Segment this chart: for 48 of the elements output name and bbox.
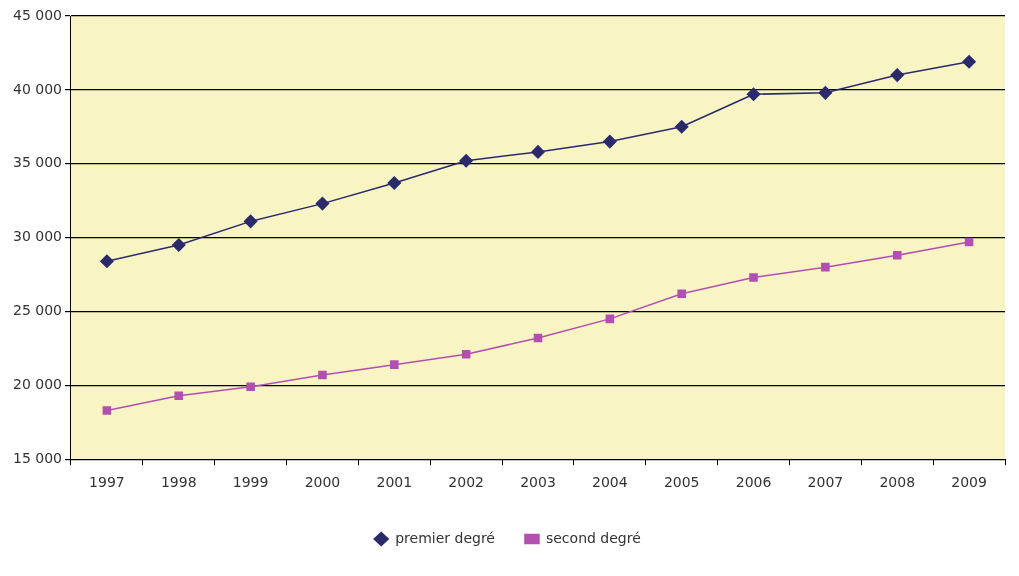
y-tick-label: 40 000 <box>12 80 62 97</box>
x-tick-label: 1998 <box>160 474 197 491</box>
point <box>243 214 258 229</box>
x-tick-label: 2009 <box>951 474 987 491</box>
point <box>531 145 545 159</box>
x-tick-label: 2005 <box>663 474 700 491</box>
point <box>533 333 543 343</box>
x-tick-label: 2006 <box>735 474 772 491</box>
point <box>605 314 615 324</box>
y-tick-label: 25 000 <box>12 302 62 319</box>
point <box>746 87 761 102</box>
point <box>102 406 112 415</box>
y-tick-label: 20 000 <box>12 375 62 392</box>
point <box>100 254 114 268</box>
point <box>677 289 686 299</box>
legend-label: premier degré <box>395 529 495 546</box>
x-tick-label: 2000 <box>304 474 341 491</box>
point <box>172 238 186 252</box>
x-tick-label: 2004 <box>592 474 628 491</box>
y-tick-label: 15 000 <box>12 449 62 466</box>
point <box>318 370 327 380</box>
point <box>818 86 833 100</box>
point <box>603 134 617 149</box>
point <box>890 68 904 82</box>
point <box>390 360 399 369</box>
point <box>174 391 184 400</box>
point <box>246 382 255 392</box>
x-tick-label: 2003 <box>520 474 556 491</box>
point <box>459 154 473 168</box>
point <box>964 237 974 247</box>
y-tick-label: 35 000 <box>12 154 62 171</box>
point <box>962 55 976 69</box>
point <box>674 120 689 134</box>
point <box>892 251 902 260</box>
x-tick-label: 1999 <box>232 474 269 491</box>
x-tick-label: 2001 <box>376 474 413 491</box>
point <box>461 350 471 359</box>
x-tick-label: 1997 <box>89 474 125 491</box>
legend-label: second degré <box>545 529 641 546</box>
x-tick-label: 2007 <box>807 474 844 491</box>
y-tick-label: 30 000 <box>12 228 62 245</box>
point <box>821 262 830 272</box>
x-tick-label: 2008 <box>879 474 916 491</box>
point <box>387 176 402 190</box>
x-tick-label: 2002 <box>448 474 484 491</box>
point <box>315 196 330 211</box>
point <box>749 273 758 282</box>
y-tick-label: 45 000 <box>12 6 62 23</box>
